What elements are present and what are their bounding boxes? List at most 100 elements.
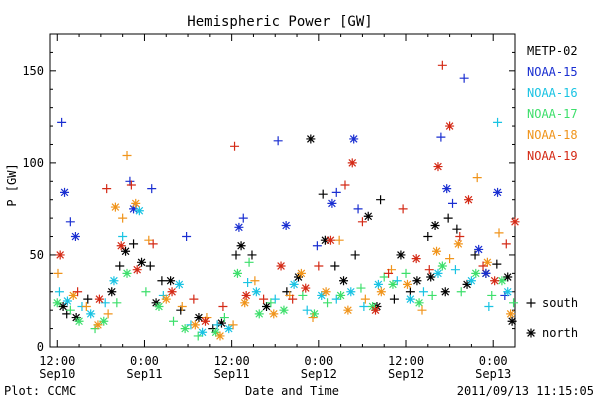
data-point-noaa-17 xyxy=(169,316,179,326)
data-point-noaa-15 xyxy=(448,198,458,208)
data-point-metp-02 xyxy=(176,305,186,315)
data-point-noaa-19 xyxy=(276,261,286,271)
data-point-noaa-16 xyxy=(359,301,369,311)
data-point-noaa-15 xyxy=(327,198,337,208)
data-point-noaa-18 xyxy=(68,290,78,300)
data-point-noaa-16 xyxy=(418,287,428,297)
data-point-noaa-18 xyxy=(177,301,187,311)
data-point-noaa-17 xyxy=(509,298,519,308)
data-point-noaa-19 xyxy=(437,60,447,70)
data-point-noaa-17 xyxy=(141,287,151,297)
data-point-noaa-19 xyxy=(301,283,311,293)
x-tick-label-time: 0:00 xyxy=(479,354,508,368)
data-point-noaa-16 xyxy=(62,296,72,306)
data-point-noaa-17 xyxy=(244,257,254,267)
data-point-noaa-16 xyxy=(346,287,356,297)
legend-marker-north xyxy=(526,328,536,338)
data-point-metp-02 xyxy=(396,250,406,260)
data-point-noaa-18 xyxy=(308,313,318,323)
legend-entry-metp-02: METP-02 xyxy=(527,44,578,58)
data-point-noaa-19 xyxy=(148,239,158,249)
data-point-noaa-19 xyxy=(132,265,142,275)
x-tick-label-time: 0:00 xyxy=(130,354,159,368)
data-point-noaa-17 xyxy=(497,276,507,286)
x-axis-label: Date and Time xyxy=(245,384,339,398)
data-point-metp-02 xyxy=(318,189,328,199)
data-point-metp-02 xyxy=(247,250,257,260)
x-tick-label-date: Sep13 xyxy=(475,367,511,381)
data-point-metp-02 xyxy=(166,276,176,286)
legend-entry-noaa-18: NOAA-18 xyxy=(527,128,578,142)
data-point-noaa-15 xyxy=(349,134,359,144)
data-point-noaa-19 xyxy=(200,316,210,326)
data-point-noaa-18 xyxy=(228,320,238,330)
data-point-noaa-17 xyxy=(388,279,398,289)
data-point-noaa-18 xyxy=(482,257,492,267)
data-point-noaa-16 xyxy=(212,320,222,330)
data-point-metp-02 xyxy=(350,250,360,260)
x-tick-label-date: Sep10 xyxy=(39,367,75,381)
data-point-metp-02 xyxy=(389,294,399,304)
data-point-noaa-19 xyxy=(411,254,421,264)
data-point-noaa-19 xyxy=(464,195,473,205)
data-points xyxy=(52,60,520,341)
data-point-noaa-17 xyxy=(232,268,242,278)
data-point-noaa-19 xyxy=(116,241,126,251)
data-point-noaa-16 xyxy=(86,309,96,319)
data-point-noaa-18 xyxy=(144,235,154,245)
data-point-metp-02 xyxy=(129,239,139,249)
data-point-noaa-16 xyxy=(100,298,110,308)
data-point-noaa-19 xyxy=(102,184,112,194)
series-noaa-18 xyxy=(53,151,516,341)
data-point-metp-02 xyxy=(262,301,272,311)
data-point-noaa-19 xyxy=(325,235,335,245)
data-point-noaa-19 xyxy=(357,217,367,227)
data-point-noaa-16 xyxy=(198,327,208,337)
series-noaa-19 xyxy=(55,60,520,326)
data-point-noaa-17 xyxy=(471,268,481,278)
y-tick-label: 100 xyxy=(22,156,44,170)
data-point-noaa-17 xyxy=(52,298,62,308)
data-point-metp-02 xyxy=(503,272,513,282)
data-point-noaa-18 xyxy=(118,213,128,223)
data-point-noaa-16 xyxy=(289,279,299,289)
data-point-noaa-15 xyxy=(493,187,503,197)
data-point-metp-02 xyxy=(462,279,472,289)
data-point-noaa-19 xyxy=(189,294,199,304)
data-point-metp-02 xyxy=(231,250,241,260)
data-point-noaa-16 xyxy=(466,276,476,286)
legend-entry-noaa-17: NOAA-17 xyxy=(527,107,578,121)
data-point-noaa-19 xyxy=(241,290,251,300)
data-point-noaa-19 xyxy=(314,261,324,271)
data-point-noaa-17 xyxy=(266,298,276,308)
data-point-noaa-18 xyxy=(360,294,370,304)
data-point-metp-02 xyxy=(426,272,436,282)
data-point-noaa-16 xyxy=(134,206,144,216)
y-tick-label: 50 xyxy=(30,248,44,262)
legend-marker-label-north: north xyxy=(542,326,578,340)
data-point-noaa-15 xyxy=(442,184,452,194)
data-point-noaa-18 xyxy=(506,309,516,319)
data-point-noaa-19 xyxy=(340,180,350,190)
x-tick-label-date: Sep11 xyxy=(214,367,250,381)
data-point-noaa-17 xyxy=(279,305,289,315)
data-point-noaa-19 xyxy=(424,265,434,275)
y-axis-label: P [GW] xyxy=(5,163,19,206)
data-point-noaa-16 xyxy=(493,117,503,127)
data-point-noaa-18 xyxy=(445,254,455,264)
plot-timestamp: 2011/09/13 11:15:05 xyxy=(457,384,594,398)
data-point-noaa-18 xyxy=(453,239,463,249)
data-point-noaa-15 xyxy=(57,117,67,127)
data-point-noaa-18 xyxy=(376,287,386,297)
data-point-noaa-18 xyxy=(250,276,260,286)
y-tick-label: 0 xyxy=(37,340,44,354)
legend-marker-south xyxy=(526,298,536,308)
data-point-noaa-18 xyxy=(334,235,344,245)
data-point-noaa-15 xyxy=(459,73,469,83)
data-point-noaa-16 xyxy=(392,276,402,286)
data-point-noaa-16 xyxy=(109,276,119,286)
data-point-noaa-17 xyxy=(427,290,437,300)
data-point-metp-02 xyxy=(115,261,125,271)
data-point-noaa-15 xyxy=(481,268,491,278)
legend: METP-02 NOAA-15 NOAA-16 NOAA-17 NOAA-18 NOAA-… xyxy=(526,44,578,340)
